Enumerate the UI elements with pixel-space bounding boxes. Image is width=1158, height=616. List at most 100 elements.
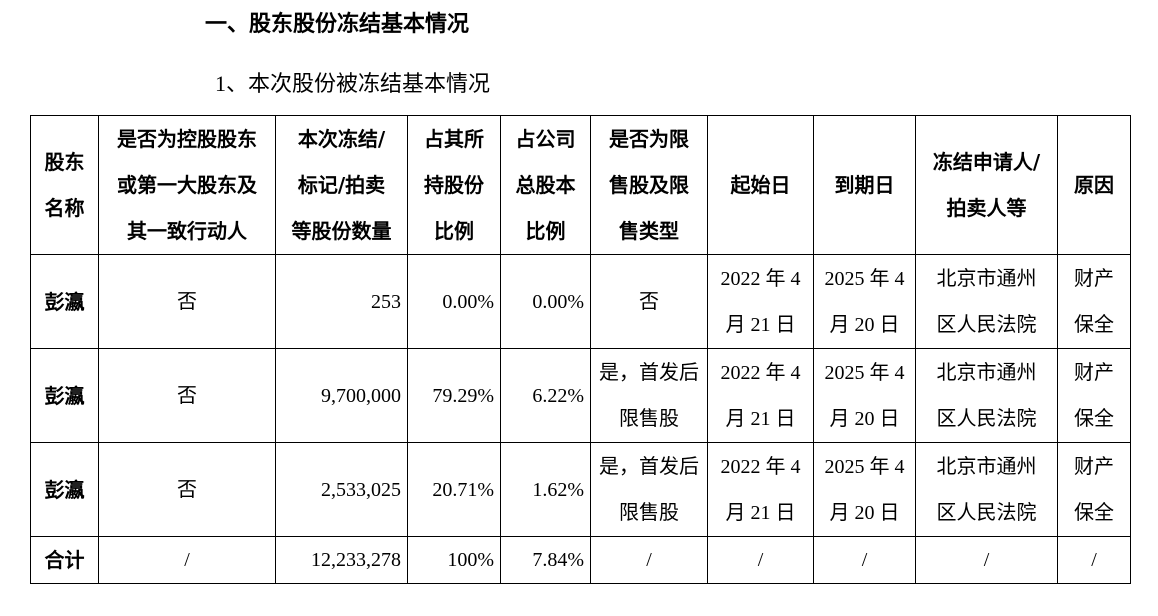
cell-line: 比例 bbox=[434, 219, 474, 243]
table-cell: 原因 bbox=[1057, 115, 1131, 255]
cell-line: 比例 bbox=[525, 219, 566, 243]
cell-line: 限售股 bbox=[619, 407, 679, 430]
table-cell: 否 bbox=[98, 442, 276, 537]
cell-line: 月 21 日 bbox=[725, 407, 796, 430]
cell-line: 2025 年 4 bbox=[824, 455, 905, 478]
table-cell: 是否为限售股及限售类型 bbox=[590, 115, 708, 255]
table-cell: 财产 保全 bbox=[1057, 348, 1131, 443]
cell-line: 253 bbox=[371, 290, 401, 313]
cell-line: 0.00% bbox=[442, 290, 494, 313]
cell-line: 售股及限 bbox=[609, 173, 689, 197]
table-cell: 是，首发后 限售股 bbox=[590, 442, 708, 537]
cell-line: 月 20 日 bbox=[829, 501, 900, 524]
cell-line: 北京市通州 bbox=[936, 455, 1037, 478]
cell-line: 等股份数量 bbox=[291, 219, 392, 243]
table-cell: 彭瀛 bbox=[30, 442, 99, 537]
cell-line: 月 21 日 bbox=[725, 501, 796, 524]
cell-line: 占公司 bbox=[515, 127, 576, 151]
cell-line: / bbox=[184, 549, 190, 571]
cell-line: 2025 年 4 bbox=[824, 267, 905, 290]
table-cell: 占其所 持股份 比例 bbox=[407, 115, 501, 255]
table-cell: 股东 名称 bbox=[30, 115, 99, 255]
cell-line: 7.84% bbox=[532, 549, 584, 571]
cell-line: 保全 bbox=[1074, 313, 1114, 336]
table-cell: 253 bbox=[275, 254, 408, 349]
table-cell: / bbox=[813, 536, 916, 584]
table-cell: 2022 年 4 月 21 日 bbox=[707, 348, 814, 443]
cell-line: 起始日 bbox=[730, 173, 791, 197]
cell-line: 79.29% bbox=[432, 384, 494, 407]
table-cell: / bbox=[707, 536, 814, 584]
table-cell: 2025 年 4 月 20 日 bbox=[813, 348, 916, 443]
cell-line: 是，首发后 bbox=[599, 455, 699, 478]
table-cell: / bbox=[590, 536, 708, 584]
table-row: 彭瀛 否 9,700,000 79.29% 6.22% 是，首发后 限售股 2022 年 4 月… bbox=[30, 348, 1131, 443]
cell-line: / bbox=[983, 549, 990, 571]
cell-line: 9,700,000 bbox=[321, 384, 401, 407]
cell-line: 标记/拍卖 bbox=[297, 173, 386, 197]
cell-line: 2,533,025 bbox=[321, 478, 401, 501]
cell-line: 拍卖人等 bbox=[946, 196, 1027, 220]
table-row: 彭瀛 否 253 0.00% 0.00% 否 2022 年 4 月 21 日 2025 年 4 月… bbox=[30, 254, 1131, 349]
table-cell: 2022 年 4 月 21 日 bbox=[707, 442, 814, 537]
subsection-title: 1、本次股份被冻结基本情况 bbox=[215, 71, 491, 96]
cell-line: 财产 bbox=[1074, 267, 1114, 290]
cell-line: 是否为控股股东 bbox=[117, 127, 257, 151]
cell-line: 否 bbox=[177, 384, 197, 407]
table-cell: 起始日 bbox=[707, 115, 814, 255]
cell-line: / bbox=[861, 549, 868, 571]
table-cell: 79.29% bbox=[407, 348, 501, 443]
cell-line: 1.62% bbox=[532, 478, 584, 501]
cell-line: 是否为限 bbox=[609, 127, 689, 151]
cell-line: 0.00% bbox=[532, 290, 584, 313]
cell-line: 月 21 日 bbox=[725, 313, 796, 336]
table-cell: 北京市通州 区人民法院 bbox=[915, 442, 1058, 537]
cell-line: 售类型 bbox=[619, 219, 679, 243]
cell-line: 彭瀛 bbox=[44, 477, 85, 502]
cell-line: 6.22% bbox=[532, 384, 584, 407]
cell-line: / bbox=[757, 549, 764, 571]
table-cell: 本次冻结/标记/拍卖等股份数量 bbox=[275, 115, 408, 255]
table-cell: 1.62% bbox=[500, 442, 591, 537]
cell-line: 12,233,278 bbox=[311, 549, 401, 571]
header-row: 股东 名称 是否为控股股东 或第一大股东及 其一致行动人 本次冻结/标记/拍卖等股份数量 占… bbox=[30, 115, 1131, 255]
cell-line: 否 bbox=[639, 290, 659, 313]
table-cell: 12,233,278 bbox=[275, 536, 408, 584]
cell-line: 2022 年 4 bbox=[720, 267, 801, 290]
table-cell: 100% bbox=[407, 536, 501, 584]
table-cell: 财产 保全 bbox=[1057, 442, 1131, 537]
cell-line: 区人民法院 bbox=[936, 407, 1037, 430]
table-cell: 是否为控股股东 或第一大股东及 其一致行动人 bbox=[98, 115, 276, 255]
table-cell: 是，首发后 限售股 bbox=[590, 348, 708, 443]
cell-line: 保全 bbox=[1074, 407, 1114, 430]
cell-line: 北京市通州 bbox=[936, 267, 1037, 290]
table-row: 彭瀛 否 2,533,025 20.71% 1.62% 是，首发后 限售股 2022 年 4 月… bbox=[30, 442, 1131, 537]
table-row: 合计 / 12,233,278 100% 7.84% / / / / / bbox=[30, 536, 1131, 584]
table-cell: 2022 年 4 月 21 日 bbox=[707, 254, 814, 349]
cell-line: 否 bbox=[177, 290, 197, 313]
table-cell: 6.22% bbox=[500, 348, 591, 443]
cell-line: 月 20 日 bbox=[829, 313, 900, 336]
table-cell: 北京市通州 区人民法院 bbox=[915, 254, 1058, 349]
cell-line: 100% bbox=[447, 549, 494, 571]
table-cell: 彭瀛 bbox=[30, 348, 99, 443]
table-cell: 2,533,025 bbox=[275, 442, 408, 537]
table-cell: 20.71% bbox=[407, 442, 501, 537]
cell-line: 月 20 日 bbox=[829, 407, 900, 430]
cell-line: 本次冻结/ bbox=[297, 127, 386, 151]
cell-line: 到期日 bbox=[834, 173, 895, 197]
cell-line: 2025 年 4 bbox=[824, 361, 905, 384]
cell-line: 持股份 bbox=[424, 173, 484, 197]
cell-line: / bbox=[1091, 549, 1097, 571]
table-cell: 0.00% bbox=[407, 254, 501, 349]
cell-line: 名称 bbox=[44, 196, 85, 220]
freeze-table: 股东 名称 是否为控股股东 或第一大股东及 其一致行动人 本次冻结/标记/拍卖等股份数量 占… bbox=[30, 115, 1131, 584]
cell-line: 北京市通州 bbox=[936, 361, 1037, 384]
table-cell: / bbox=[98, 536, 276, 584]
cell-line: 2022 年 4 bbox=[720, 361, 801, 384]
table-cell: 北京市通州区人民法院 bbox=[915, 348, 1058, 443]
cell-line: 20.71% bbox=[432, 478, 494, 501]
table-cell: / bbox=[1057, 536, 1131, 584]
cell-line: / bbox=[646, 549, 652, 571]
